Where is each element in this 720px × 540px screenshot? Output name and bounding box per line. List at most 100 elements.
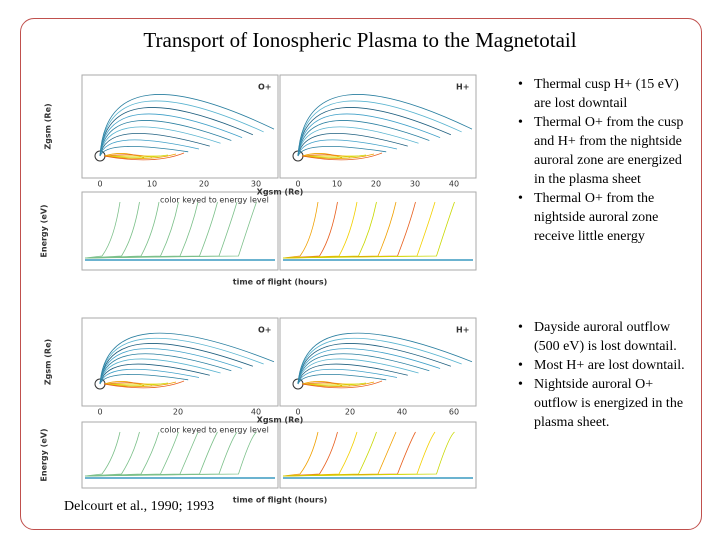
trajectory — [103, 380, 185, 389]
energy-curve — [282, 201, 319, 259]
trajectory — [301, 154, 351, 158]
trajectory — [297, 113, 441, 157]
trajectory — [99, 126, 221, 157]
trajectory — [297, 107, 452, 157]
x-tick-label: 20 — [173, 408, 183, 417]
trajectory — [103, 153, 145, 159]
trajectory — [103, 381, 145, 387]
trajectory — [99, 139, 200, 157]
x-axis-label: time of flight (hours) — [233, 278, 327, 287]
bullet: Dayside auroral outflow (500 eV) is lost… — [516, 318, 688, 356]
x-tick-label: 30 — [410, 180, 420, 189]
x-axis-label: time of flight (hours) — [233, 496, 327, 505]
trajectory — [297, 374, 387, 385]
plot-panel — [279, 74, 477, 179]
y-axis-label: Energy (eV) — [40, 204, 49, 257]
energy-curve — [84, 431, 160, 477]
energy-curve — [282, 431, 377, 477]
trajectory — [297, 94, 473, 157]
trajectory — [297, 348, 441, 385]
x-tick-label: 20 — [345, 408, 355, 417]
y-axis-label: Zgsm (Re) — [44, 103, 53, 149]
trajectory — [301, 382, 351, 386]
bullet-list: Dayside auroral outflow (500 eV) is lost… — [516, 318, 688, 432]
panel-label: H+ — [456, 83, 469, 92]
citation: Delcourt et al., 1990; 1993 — [64, 499, 215, 514]
trajectory — [99, 374, 189, 385]
energy-curve — [84, 431, 140, 477]
x-tick-label: 60 — [449, 408, 459, 417]
note: color keyed to energy level — [160, 426, 269, 435]
x-tick-label: 0 — [97, 180, 102, 189]
energy-curve — [282, 431, 358, 477]
bullet: Thermal cusp H+ (15 eV) are lost downtai… — [516, 75, 688, 113]
energy-curve — [84, 201, 140, 259]
panel-label: H+ — [456, 326, 469, 335]
trajectory — [297, 146, 387, 157]
plot-panel — [81, 74, 279, 179]
x-tick-label: 0 — [97, 408, 102, 417]
y-axis-label: Energy (eV) — [40, 428, 49, 481]
trajectory — [99, 107, 254, 157]
trajectory — [297, 343, 452, 385]
trajectory — [99, 113, 243, 157]
trajectory — [99, 363, 210, 385]
x-tick-label: 0 — [295, 180, 300, 189]
energy-curve — [282, 431, 338, 477]
trajectory — [99, 337, 264, 385]
x-tick-label: 20 — [371, 180, 381, 189]
trajectory — [99, 343, 254, 385]
x-tick-label: 10 — [147, 180, 157, 189]
trajectory — [103, 382, 153, 386]
energy-curve — [84, 201, 160, 259]
x-tick-label: 40 — [449, 180, 459, 189]
trajectory — [301, 380, 383, 389]
energy-curve — [84, 201, 257, 259]
energy-curve — [282, 201, 377, 259]
plot-panel — [279, 317, 477, 407]
trajectory — [297, 363, 408, 385]
trajectory — [297, 139, 398, 157]
trajectory — [99, 133, 210, 157]
trajectory — [99, 120, 232, 157]
trajectory — [103, 154, 153, 158]
plot-panel — [279, 191, 477, 271]
trajectory — [297, 100, 462, 157]
frame — [20, 18, 702, 530]
x-tick-label: 10 — [332, 180, 342, 189]
bullet: Most H+ are lost downtail. — [516, 356, 688, 375]
panel-label: O+ — [258, 83, 272, 92]
trajectory — [99, 348, 243, 385]
trajectory — [99, 353, 232, 385]
energy-curve — [282, 431, 319, 477]
energy-curve — [282, 201, 338, 259]
trajectory — [297, 332, 473, 385]
x-tick-label: 40 — [251, 408, 261, 417]
plot-panel — [81, 317, 279, 407]
y-axis-label: Zgsm (Re) — [44, 339, 53, 385]
x-axis-label: Xgsm (Re) — [257, 188, 304, 197]
x-tick-label: 40 — [397, 408, 407, 417]
energy-curve — [84, 201, 179, 259]
trajectory — [297, 133, 408, 157]
energy-curve — [282, 201, 455, 259]
title: Transport of Ionospheric Plasma to the M… — [143, 28, 577, 52]
x-tick-label: 30 — [251, 180, 261, 189]
trajectory — [297, 120, 430, 157]
trajectory — [99, 146, 189, 157]
trajectory — [297, 337, 462, 385]
trajectory — [297, 126, 419, 157]
trajectory — [301, 153, 343, 159]
trajectory — [301, 381, 343, 387]
energy-curve — [84, 431, 257, 477]
bullet-list: Thermal cusp H+ (15 eV) are lost downtai… — [516, 75, 688, 246]
panel-label: O+ — [258, 326, 272, 335]
x-tick-label: 20 — [199, 180, 209, 189]
trajectory — [99, 94, 275, 157]
trajectory — [99, 368, 200, 385]
energy-curve — [84, 201, 121, 259]
trajectory — [99, 332, 275, 385]
energy-curve — [282, 431, 455, 477]
energy-curve — [84, 431, 179, 477]
